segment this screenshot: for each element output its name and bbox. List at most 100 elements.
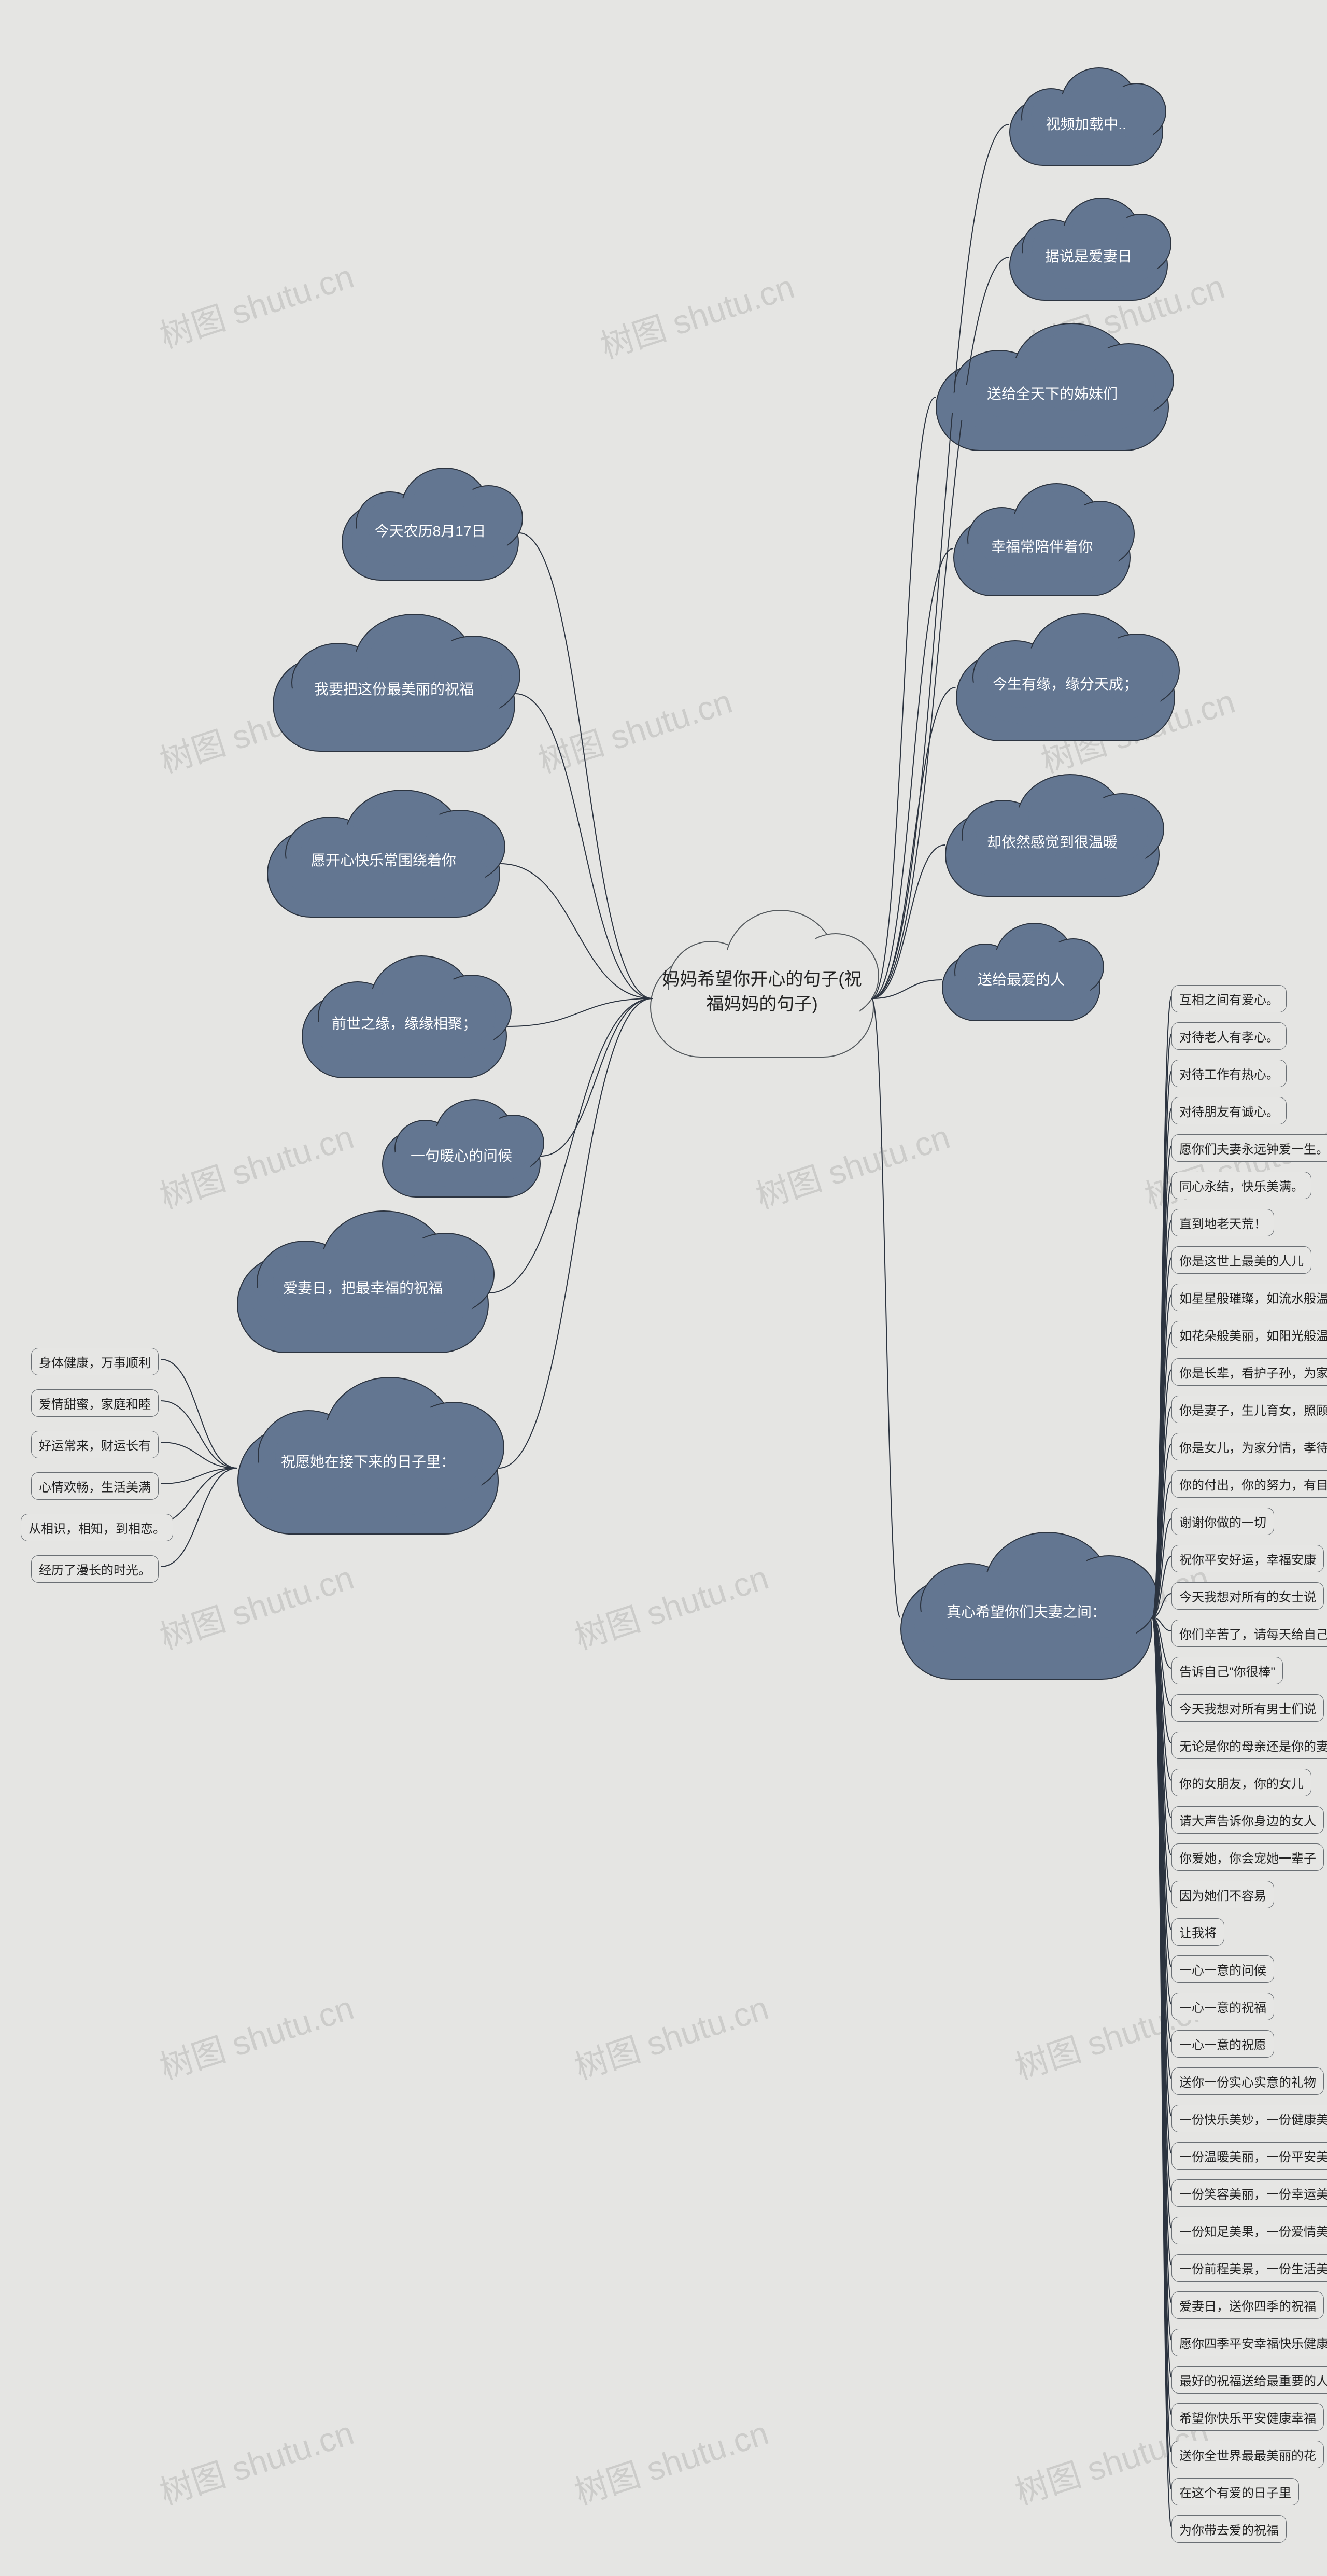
right-sub-leaf-40[interactable]: 送你全世界最最美丽的花 [1171, 2441, 1324, 2468]
right-sub-leaf-11[interactable]: 你是长辈，看护子孙，为家操劳 [1171, 1358, 1327, 1386]
right-sub-leaf-36[interactable]: 爱妻日，送你四季的祝福 [1171, 2291, 1324, 2319]
leaf-label: 对待朋友有诚心。 [1179, 1105, 1279, 1119]
right-sub-leaf-22[interactable]: 你的女朋友，你的女儿 [1171, 1769, 1311, 1796]
left-node-5[interactable]: 一句暖心的问候 [373, 1094, 549, 1198]
left-sub-leaf-1[interactable]: 身体健康，万事顺利 [31, 1348, 159, 1375]
leaf-label: 一心一意的祝愿 [1179, 2038, 1266, 2052]
right-sub-leaf-31[interactable]: 一份快乐美妙，一份健康美貌 [1171, 2105, 1327, 2132]
node-label: 幸福常陪伴着你 [943, 537, 1140, 557]
root-node-cloud[interactable]: 妈妈希望你开心的句子(祝福妈妈的句子) [638, 902, 886, 1058]
left-sub-leaf-5[interactable]: 从相识，相知，到相恋。 [21, 1514, 173, 1541]
left-sub-leaf-3[interactable]: 好运常来，财运长有 [31, 1431, 159, 1458]
node-label: 愿开心快乐常围绕着你 [254, 850, 513, 870]
left-node-7[interactable]: 祝愿她在接下来的日子里： [223, 1369, 513, 1535]
leaf-label: 让我将 [1179, 1926, 1217, 1940]
right-node-8[interactable]: 真心希望你们夫妻之间： [886, 1524, 1166, 1680]
right-sub-leaf-32[interactable]: 一份温暖美丽，一份平安美意 [1171, 2142, 1327, 2170]
leaf-label: 愿你四季平安幸福快乐健康 [1179, 2337, 1327, 2351]
right-node-5[interactable]: 今生有缘，缘分天成； [943, 607, 1187, 741]
right-sub-leaf-16[interactable]: 祝你平安好运，幸福安康 [1171, 1545, 1324, 1572]
leaf-label: 你是长辈，看护子孙，为家操劳 [1179, 1367, 1327, 1381]
leaf-label: 经历了漫长的时光。 [39, 1564, 151, 1578]
right-sub-leaf-3[interactable]: 对待工作有热心。 [1171, 1060, 1287, 1087]
node-label: 一句暖心的问候 [373, 1146, 549, 1166]
right-sub-leaf-12[interactable]: 你是妻子，生儿育女，照顾全家 [1171, 1396, 1327, 1423]
right-node-6[interactable]: 却依然感觉到很温暖 [933, 767, 1171, 897]
watermark: 树图 shutu.cn [153, 250, 359, 357]
right-node-2[interactable]: 据说是爱妻日 [1000, 192, 1177, 301]
right-sub-leaf-2[interactable]: 对待老人有孝心。 [1171, 1022, 1287, 1050]
right-sub-leaf-28[interactable]: 一心一意的祝福 [1171, 1993, 1274, 2020]
leaf-label: 愿你们夫妻永远钟爱一生。 [1179, 1143, 1327, 1157]
node-label: 今生有缘，缘分天成； [943, 674, 1187, 694]
leaf-label: 对待工作有热心。 [1179, 1068, 1279, 1082]
leaf-label: 如星星般璀璨，如流水般温柔 [1179, 1292, 1327, 1306]
right-node-3[interactable]: 送给全天下的姊妹们 [923, 316, 1182, 451]
right-node-4[interactable]: 幸福常陪伴着你 [943, 477, 1140, 596]
watermark: 树图 shutu.cn [1138, 1110, 1327, 1218]
right-sub-leaf-21[interactable]: 无论是你的母亲还是你的妻子 [1171, 1732, 1327, 1759]
right-sub-leaf-20[interactable]: 今天我想对所有男士们说 [1171, 1694, 1324, 1722]
right-sub-leaf-7[interactable]: 直到地老天荒！ [1171, 1209, 1274, 1236]
leaf-label: 一份笑容美丽，一份幸运美气 [1179, 2188, 1327, 2202]
node-label: 我要把这份最美丽的祝福 [259, 679, 529, 699]
right-sub-leaf-35[interactable]: 一份前程美景，一份生活美满 [1171, 2254, 1327, 2282]
left-node-2[interactable]: 我要把这份最美丽的祝福 [259, 607, 529, 752]
node-label: 妈妈希望你开心的句子(祝福妈妈的句子) [638, 967, 886, 1017]
right-sub-leaf-41[interactable]: 在这个有爱的日子里 [1171, 2478, 1299, 2505]
right-sub-leaf-9[interactable]: 如星星般璀璨，如流水般温柔 [1171, 1284, 1327, 1311]
right-sub-leaf-19[interactable]: 告诉自己"你很棒" [1171, 1657, 1283, 1684]
right-sub-leaf-15[interactable]: 谢谢你做的一切 [1171, 1508, 1274, 1535]
left-sub-leaf-4[interactable]: 心情欢畅，生活美满 [31, 1472, 159, 1500]
node-label: 却依然感觉到很温暖 [933, 832, 1171, 852]
right-sub-leaf-4[interactable]: 对待朋友有诚心。 [1171, 1097, 1287, 1124]
right-sub-leaf-5[interactable]: 愿你们夫妻永远钟爱一生。 [1171, 1134, 1327, 1162]
watermark: 树图 shutu.cn [749, 1110, 955, 1218]
right-sub-leaf-8[interactable]: 你是这世上最美的人儿 [1171, 1246, 1311, 1274]
right-sub-leaf-10[interactable]: 如花朵般美丽，如阳光般温暖 [1171, 1321, 1327, 1348]
leaf-label: 最好的祝福送给最重要的人 [1179, 2374, 1327, 2388]
right-sub-leaf-26[interactable]: 让我将 [1171, 1918, 1224, 1946]
right-sub-leaf-25[interactable]: 因为她们不容易 [1171, 1881, 1274, 1908]
right-sub-leaf-18[interactable]: 你们辛苦了，请每天给自己一个微笑 [1171, 1620, 1327, 1647]
right-node-1[interactable]: 视频加载中.. [1000, 62, 1171, 166]
right-sub-leaf-23[interactable]: 请大声告诉你身边的女人 [1171, 1806, 1324, 1834]
right-sub-leaf-38[interactable]: 最好的祝福送给最重要的人 [1171, 2366, 1327, 2394]
watermark: 树图 shutu.cn [594, 260, 799, 368]
leaf-label: 你爱她，你会宠她一辈子 [1179, 1852, 1316, 1866]
right-sub-leaf-39[interactable]: 希望你快乐平安健康幸福 [1171, 2403, 1324, 2431]
left-sub-leaf-2[interactable]: 爱情甜蜜，家庭和睦 [31, 1389, 159, 1417]
leaf-label: 今天我想对所有男士们说 [1179, 1702, 1316, 1716]
leaf-label: 你的女朋友，你的女儿 [1179, 1777, 1304, 1791]
right-sub-leaf-33[interactable]: 一份笑容美丽，一份幸运美气 [1171, 2179, 1327, 2207]
right-sub-leaf-24[interactable]: 你爱她，你会宠她一辈子 [1171, 1843, 1324, 1871]
right-sub-leaf-27[interactable]: 一心一意的问候 [1171, 1955, 1274, 1983]
left-node-3[interactable]: 愿开心快乐常围绕着你 [254, 783, 513, 918]
right-sub-leaf-13[interactable]: 你是女儿，为家分情，孝待父母 [1171, 1433, 1327, 1460]
right-sub-leaf-14[interactable]: 你的付出，你的努力，有目共睹 [1171, 1470, 1327, 1498]
right-node-7[interactable]: 送给最爱的人 [933, 918, 1109, 1021]
right-sub-leaf-6[interactable]: 同心永结，快乐美满。 [1171, 1172, 1311, 1199]
watermark: 树图 shutu.cn [153, 1551, 359, 1658]
leaf-label: 谢谢你做的一切 [1179, 1516, 1266, 1530]
left-node-1[interactable]: 今天农历8月17日 [332, 461, 529, 581]
node-label: 送给全天下的姊妹们 [923, 384, 1182, 404]
right-sub-leaf-42[interactable]: 为你带去爱的祝福 [1171, 2515, 1287, 2543]
leaf-label: 好运常来，财运长有 [39, 1439, 151, 1453]
leaf-label: 从相识，相知，到相恋。 [29, 1522, 165, 1536]
leaf-label: 希望你快乐平安健康幸福 [1179, 2412, 1316, 2426]
leaf-label: 送你一份实心实意的礼物 [1179, 2076, 1316, 2090]
left-node-6[interactable]: 爱妻日，把最幸福的祝福 [223, 1203, 503, 1353]
leaf-label: 你是妻子，生儿育女，照顾全家 [1179, 1404, 1327, 1418]
right-sub-leaf-30[interactable]: 送你一份实心实意的礼物 [1171, 2067, 1324, 2095]
left-sub-leaf-6[interactable]: 经历了漫长的时光。 [31, 1555, 159, 1583]
right-sub-leaf-29[interactable]: 一心一意的祝愿 [1171, 2030, 1274, 2058]
leaf-label: 身体健康，万事顺利 [39, 1356, 151, 1370]
right-sub-leaf-1[interactable]: 互相之间有爱心。 [1171, 985, 1287, 1012]
left-node-4[interactable]: 前世之缘，缘缘相聚； [290, 949, 518, 1078]
leaf-label: 一份快乐美妙，一份健康美貌 [1179, 2113, 1327, 2127]
right-sub-leaf-34[interactable]: 一份知足美果，一份爱情美好 [1171, 2217, 1327, 2244]
right-sub-leaf-17[interactable]: 今天我想对所有的女士说 [1171, 1582, 1324, 1610]
leaf-label: 互相之间有爱心。 [1179, 993, 1279, 1007]
right-sub-leaf-37[interactable]: 愿你四季平安幸福快乐健康 [1171, 2329, 1327, 2356]
